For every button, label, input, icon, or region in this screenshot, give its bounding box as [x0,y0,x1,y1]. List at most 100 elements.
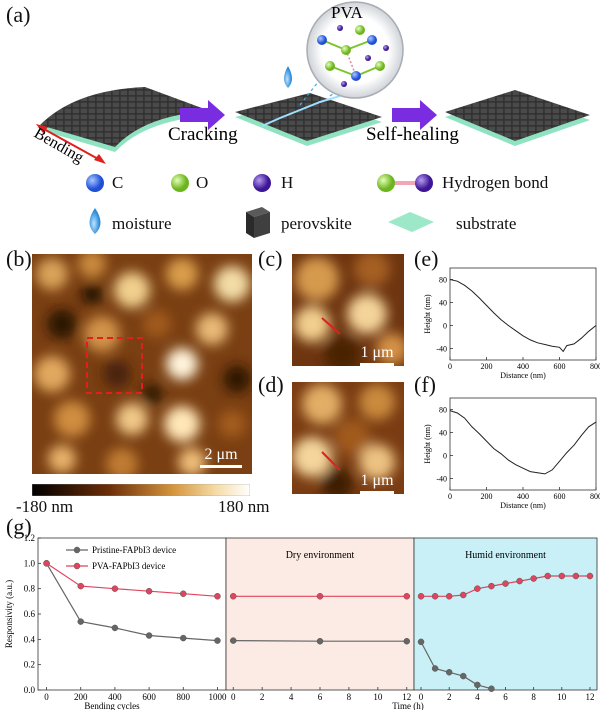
plot-frame [449,397,597,491]
x-tick-label: 200 [74,692,88,702]
legend-c: C [112,173,124,192]
legend-h: H [281,173,294,192]
x-tick-label: 800 [177,692,191,702]
panel-label-g: (g) [6,514,32,539]
pva-data-point [530,575,537,582]
legend-marker [73,562,81,570]
pva-data-point [431,593,439,600]
panel-label-f: (f) [414,372,436,397]
legend-hbond: Hydrogen bond [442,173,549,192]
pva-data-point [111,585,119,592]
pva-data-point [43,560,50,567]
pva-data-point [180,590,187,597]
y-tick-label: 40 [439,429,447,438]
x-tick-label: 10 [373,692,383,702]
x-tick-label: 800 [590,492,600,501]
y-tick-label: 0 [443,322,447,331]
x-axis-label: Distance (nm) [500,501,546,510]
pristine-data-point [229,637,237,644]
section-title: Humid environment [465,550,546,561]
scalebar-c-label: 1 μm [360,344,394,361]
responsivity-chart-g: 0 200 400 600 800 1000 Bending cycles 0 2 4 6 8 10 12… [4,533,598,710]
y-tick-label: 80 [439,406,447,415]
profile-line [321,317,341,335]
y-tick-label: 0 [443,452,447,461]
oxygen-atom-icon [171,174,189,192]
y-axis-label: Height (nm) [423,294,432,334]
pristine-series-line [45,562,218,642]
afm-image-c [292,254,404,366]
y-tick-label: 0.0 [24,685,36,695]
section-background [225,537,415,691]
pva-data-point [474,585,481,592]
y-tick-label: 1.2 [24,533,35,543]
y-axis-label: Responsivity (a.u.) [4,580,14,648]
pva-label: PVA [331,3,364,22]
x-tick-label: 4 [475,692,480,702]
legend-moisture: moisture [112,214,172,233]
panel-label-e: (e) [414,246,439,271]
pristine-data-point [488,685,495,692]
legend-entry: PVA-FAPbI3 device [92,561,165,571]
scalebar-b: 2 μm [200,446,242,468]
height-profile-line [449,410,597,475]
legend-perovskite: perovskite [281,214,352,233]
x-tick-label: 0 [231,692,236,702]
x-tick-label: 2 [447,692,452,702]
x-tick-label: 0 [44,692,49,702]
x-tick-label: 1000 [208,692,227,702]
healed-film [445,90,590,146]
height-profile-line [449,279,597,353]
section-title: Dry environment [286,550,355,561]
hydrogen-bond-icon [377,174,433,192]
substrate-icon [388,212,434,232]
x-axis-label: Distance (nm) [500,371,546,380]
x-tick-label: 600 [554,362,566,371]
y-tick-label: 0.8 [24,584,36,594]
bent-film [40,87,210,152]
self-healing-label: Self-healing [366,124,459,145]
legend-substrate: substrate [456,214,517,233]
x-tick-label: 2 [260,692,265,702]
x-tick-label: 0 [419,692,424,702]
x-tick-label: 12 [402,692,411,702]
scalebar-b-label: 2 μm [204,446,238,463]
cracking-label: Cracking [168,124,238,145]
x-tick-label: 800 [590,362,600,371]
x-tick-label: 600 [554,492,566,501]
plot-frame [449,267,597,361]
x-tick-label: 10 [557,692,567,702]
x-tick-label: 4 [289,692,294,702]
colorbar-min-label: -180 nm [16,497,74,516]
pva-series-line [46,562,218,597]
afm-image-d [292,382,404,494]
x-tick-label: 200 [481,492,493,501]
y-tick-label: -40 [436,345,447,354]
scalebar-d: 1 μm [360,472,394,494]
pva-data-point [558,572,566,580]
pva-data-point [145,587,153,595]
y-tick-label: 0.6 [24,609,36,619]
pva-data-point [586,572,594,580]
pva-data-point [77,582,84,590]
x-axis-label: Time (h) [392,701,423,710]
x-tick-label: 0 [448,362,452,371]
pva-data-point [214,593,221,600]
section-background [413,537,598,691]
scalebar-c: 1 μm [360,344,394,366]
y-tick-label: 0.4 [24,634,36,644]
pristine-data-point [474,681,481,689]
x-axis-label: Bending cycles [84,701,140,710]
pristine-data-point [431,665,439,672]
pva-data-point [544,572,551,580]
pristine-data-point [214,637,221,644]
pristine-data-point [460,672,467,680]
hydrogen-atom-icon [253,174,271,192]
scalebar-d-label: 1 μm [360,472,394,489]
x-tick-label: 400 [108,692,122,702]
bending-arrow [36,124,106,164]
carbon-atom-icon [86,174,104,192]
panel-label-a: (a) [6,2,31,27]
x-tick-label: 6 [503,692,508,702]
